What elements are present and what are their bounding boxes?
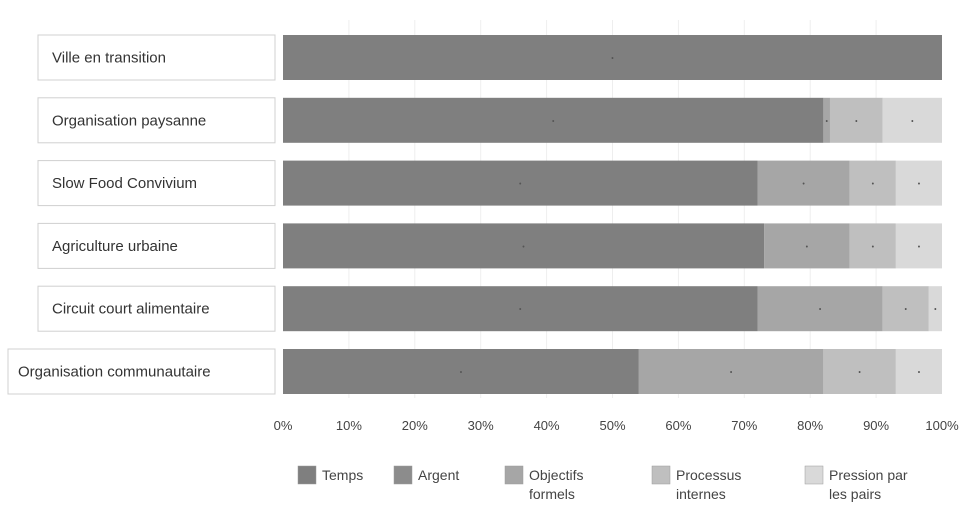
legend-item-argent: Argent <box>393 465 459 485</box>
data-marker: • <box>806 244 809 251</box>
x-tick-label: 40% <box>534 418 560 433</box>
legend-label: Objectifs <box>529 467 583 483</box>
category-organisation-communautaire: Organisation communautaire <box>7 348 276 395</box>
bar-segment-objectifs-formels <box>638 349 824 394</box>
x-tick-label: 80% <box>797 418 823 433</box>
bar-segment-temps <box>283 160 758 206</box>
data-marker: • <box>611 56 614 63</box>
data-marker: • <box>730 370 733 377</box>
data-marker: • <box>519 181 522 188</box>
data-marker: • <box>855 118 858 125</box>
bar-segment-pression-par-les-pairs <box>882 97 942 143</box>
legend-label: Temps <box>322 467 363 483</box>
legend-item-pression-par-les-pairs: Pression par les pairs <box>804 465 908 502</box>
bar-segment-temps <box>283 223 765 269</box>
data-marker: • <box>460 370 463 377</box>
data-marker: • <box>934 307 937 314</box>
legend-swatch <box>504 465 524 485</box>
category-label: Organisation paysanne <box>52 112 206 129</box>
category-label-box <box>37 285 276 332</box>
category-label-box <box>37 34 276 81</box>
category-circuit-court-alimentaire: Circuit court alimentaire <box>37 285 276 332</box>
category-label-box <box>37 222 276 269</box>
legend-swatch <box>297 465 317 485</box>
data-marker: • <box>872 181 875 188</box>
bar-segment-objectifs-formels <box>757 160 850 206</box>
legend-item-temps: Temps <box>297 465 363 485</box>
grid-layer <box>348 20 877 398</box>
category-label-box <box>7 348 276 395</box>
data-marker: • <box>522 244 525 251</box>
category-slow-food-convivium: Slow Food Convivium <box>37 160 276 207</box>
data-marker: • <box>802 181 805 188</box>
bar-segment-pression-par-les-pairs <box>928 286 942 332</box>
bar-segment-objectifs-formels <box>757 286 883 332</box>
legend-item-objectifs-formels: Objectifs formels <box>504 465 583 502</box>
data-marker: • <box>911 118 914 125</box>
category-labels: Ville en transition Organisation paysanne… <box>7 34 276 395</box>
bar-segment-processus-internes <box>849 160 896 206</box>
data-marker: • <box>918 370 921 377</box>
bar-segment-processus-internes <box>829 97 883 143</box>
x-axis-tick-labels: 0% 10% 20% 30% 40% 50% 60% 70% 80% 90% 100% <box>274 418 959 433</box>
x-tick-label: 10% <box>336 418 362 433</box>
bar-segment-processus-internes <box>882 286 929 332</box>
bar-segment-objectifs-formels <box>823 97 830 143</box>
data-marker: • <box>905 307 908 314</box>
bar-segment-processus-internes <box>823 349 896 394</box>
category-label: Organisation communautaire <box>18 364 211 381</box>
bar-segment-temps <box>283 349 639 394</box>
data-marker: • <box>519 307 522 314</box>
legend-label: Pression par <box>829 467 908 483</box>
legend-label: internes <box>676 486 726 502</box>
bar-segment-temps <box>283 97 824 143</box>
x-tick-label: 30% <box>468 418 494 433</box>
category-label: Ville en transition <box>52 50 166 67</box>
x-tick-label: 70% <box>731 418 757 433</box>
data-marker: • <box>825 118 828 125</box>
data-marker: • <box>918 244 921 251</box>
legend-label: Argent <box>418 467 459 483</box>
legend-label: formels <box>529 486 575 502</box>
bar-segment-temps <box>283 286 758 332</box>
x-tick-label: 90% <box>863 418 889 433</box>
category-ville-en-transition: Ville en transition <box>37 34 276 81</box>
category-label: Agriculture urbaine <box>52 238 178 255</box>
x-tick-label: 20% <box>402 418 428 433</box>
bars-layer <box>283 35 942 394</box>
bar-segment-pression-par-les-pairs <box>895 349 942 394</box>
legend-item-processus-internes: Processus internes <box>651 465 741 502</box>
category-agriculture-urbaine: Agriculture urbaine <box>37 222 276 269</box>
bar-segment-objectifs-formels <box>764 223 850 269</box>
bar-segment-pression-par-les-pairs <box>895 223 942 269</box>
legend-label: les pairs <box>829 486 881 502</box>
category-label: Circuit court alimentaire <box>52 301 210 318</box>
legend-label: Processus <box>676 467 741 483</box>
category-label-box <box>37 97 276 144</box>
data-marker: • <box>918 181 921 188</box>
category-label: Slow Food Convivium <box>52 175 197 192</box>
x-tick-label: 60% <box>665 418 691 433</box>
bar-segment-temps <box>283 35 942 80</box>
x-tick-label: 100% <box>925 418 959 433</box>
data-markers-layer: • • • • • • • • • • • • • • • • • • • • • <box>460 56 937 377</box>
x-tick-label: 50% <box>599 418 625 433</box>
legend: Temps Argent Objectifs formels Processus inte… <box>297 465 908 502</box>
data-marker: • <box>819 307 822 314</box>
category-label-box <box>37 160 276 207</box>
data-marker: • <box>872 244 875 251</box>
x-tick-label: 0% <box>274 418 293 433</box>
legend-swatch <box>804 465 824 485</box>
bar-segment-pression-par-les-pairs <box>895 160 942 206</box>
data-marker: • <box>552 118 555 125</box>
data-marker: • <box>858 370 861 377</box>
category-organisation-paysanne: Organisation paysanne <box>37 97 276 144</box>
legend-swatch <box>393 465 413 485</box>
legend-swatch <box>651 465 671 485</box>
bar-segment-processus-internes <box>849 223 896 269</box>
